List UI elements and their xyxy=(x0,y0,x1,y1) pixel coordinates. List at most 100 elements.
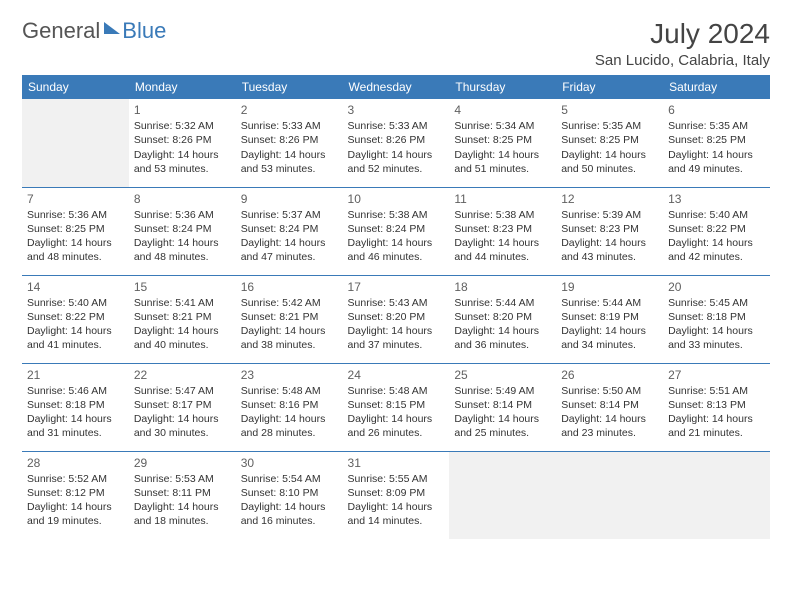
daylight-line: Daylight: 14 hours and 34 minutes. xyxy=(561,324,658,352)
calendar-day-cell: 3Sunrise: 5:33 AMSunset: 8:26 PMDaylight… xyxy=(343,99,450,187)
sunrise-line: Sunrise: 5:51 AM xyxy=(668,384,765,398)
daylight-line: Daylight: 14 hours and 28 minutes. xyxy=(241,412,338,440)
day-number: 18 xyxy=(454,279,551,295)
day-number: 1 xyxy=(134,102,231,118)
daylight-line: Daylight: 14 hours and 38 minutes. xyxy=(241,324,338,352)
day-number: 26 xyxy=(561,367,658,383)
sunrise-line: Sunrise: 5:40 AM xyxy=(668,208,765,222)
daylight-line: Daylight: 14 hours and 31 minutes. xyxy=(27,412,124,440)
calendar-day-cell xyxy=(22,99,129,187)
daylight-line: Daylight: 14 hours and 49 minutes. xyxy=(668,148,765,176)
calendar-day-cell xyxy=(556,451,663,539)
title-block: July 2024 San Lucido, Calabria, Italy xyxy=(595,18,770,69)
daylight-line: Daylight: 14 hours and 14 minutes. xyxy=(348,500,445,528)
logo-text-general: General xyxy=(22,18,100,44)
sunset-line: Sunset: 8:13 PM xyxy=(668,398,765,412)
calendar-day-cell: 13Sunrise: 5:40 AMSunset: 8:22 PMDayligh… xyxy=(663,187,770,275)
calendar-table: SundayMondayTuesdayWednesdayThursdayFrid… xyxy=(22,75,770,539)
weekday-header: Tuesday xyxy=(236,75,343,99)
sunset-line: Sunset: 8:11 PM xyxy=(134,486,231,500)
day-number: 9 xyxy=(241,191,338,207)
calendar-day-cell: 20Sunrise: 5:45 AMSunset: 8:18 PMDayligh… xyxy=(663,275,770,363)
calendar-week-row: 14Sunrise: 5:40 AMSunset: 8:22 PMDayligh… xyxy=(22,275,770,363)
sunrise-line: Sunrise: 5:48 AM xyxy=(241,384,338,398)
daylight-line: Daylight: 14 hours and 50 minutes. xyxy=(561,148,658,176)
sunrise-line: Sunrise: 5:45 AM xyxy=(668,296,765,310)
calendar-week-row: 1Sunrise: 5:32 AMSunset: 8:26 PMDaylight… xyxy=(22,99,770,187)
calendar-day-cell: 22Sunrise: 5:47 AMSunset: 8:17 PMDayligh… xyxy=(129,363,236,451)
calendar-day-cell: 12Sunrise: 5:39 AMSunset: 8:23 PMDayligh… xyxy=(556,187,663,275)
sunrise-line: Sunrise: 5:34 AM xyxy=(454,119,551,133)
daylight-line: Daylight: 14 hours and 44 minutes. xyxy=(454,236,551,264)
day-number: 22 xyxy=(134,367,231,383)
day-number: 7 xyxy=(27,191,124,207)
sunset-line: Sunset: 8:14 PM xyxy=(561,398,658,412)
day-number: 29 xyxy=(134,455,231,471)
day-number: 6 xyxy=(668,102,765,118)
sunrise-line: Sunrise: 5:39 AM xyxy=(561,208,658,222)
logo-text-blue: Blue xyxy=(122,18,166,44)
logo: General Blue xyxy=(22,18,166,44)
weekday-header: Thursday xyxy=(449,75,556,99)
sunrise-line: Sunrise: 5:44 AM xyxy=(454,296,551,310)
day-number: 13 xyxy=(668,191,765,207)
daylight-line: Daylight: 14 hours and 51 minutes. xyxy=(454,148,551,176)
day-number: 2 xyxy=(241,102,338,118)
calendar-day-cell: 19Sunrise: 5:44 AMSunset: 8:19 PMDayligh… xyxy=(556,275,663,363)
sunset-line: Sunset: 8:22 PM xyxy=(27,310,124,324)
daylight-line: Daylight: 14 hours and 18 minutes. xyxy=(134,500,231,528)
day-number: 31 xyxy=(348,455,445,471)
calendar-day-cell: 28Sunrise: 5:52 AMSunset: 8:12 PMDayligh… xyxy=(22,451,129,539)
sunset-line: Sunset: 8:25 PM xyxy=(27,222,124,236)
calendar-header-row: SundayMondayTuesdayWednesdayThursdayFrid… xyxy=(22,75,770,99)
calendar-day-cell: 17Sunrise: 5:43 AMSunset: 8:20 PMDayligh… xyxy=(343,275,450,363)
sunrise-line: Sunrise: 5:36 AM xyxy=(27,208,124,222)
calendar-body: 1Sunrise: 5:32 AMSunset: 8:26 PMDaylight… xyxy=(22,99,770,539)
daylight-line: Daylight: 14 hours and 21 minutes. xyxy=(668,412,765,440)
calendar-day-cell: 15Sunrise: 5:41 AMSunset: 8:21 PMDayligh… xyxy=(129,275,236,363)
day-number: 20 xyxy=(668,279,765,295)
calendar-day-cell: 27Sunrise: 5:51 AMSunset: 8:13 PMDayligh… xyxy=(663,363,770,451)
daylight-line: Daylight: 14 hours and 42 minutes. xyxy=(668,236,765,264)
day-number: 27 xyxy=(668,367,765,383)
sunrise-line: Sunrise: 5:33 AM xyxy=(241,119,338,133)
sunset-line: Sunset: 8:10 PM xyxy=(241,486,338,500)
day-number: 23 xyxy=(241,367,338,383)
sunrise-line: Sunrise: 5:43 AM xyxy=(348,296,445,310)
sunrise-line: Sunrise: 5:55 AM xyxy=(348,472,445,486)
sunrise-line: Sunrise: 5:38 AM xyxy=(348,208,445,222)
day-number: 12 xyxy=(561,191,658,207)
calendar-day-cell: 25Sunrise: 5:49 AMSunset: 8:14 PMDayligh… xyxy=(449,363,556,451)
weekday-header: Saturday xyxy=(663,75,770,99)
daylight-line: Daylight: 14 hours and 25 minutes. xyxy=(454,412,551,440)
daylight-line: Daylight: 14 hours and 33 minutes. xyxy=(668,324,765,352)
sunrise-line: Sunrise: 5:48 AM xyxy=(348,384,445,398)
calendar-day-cell: 6Sunrise: 5:35 AMSunset: 8:25 PMDaylight… xyxy=(663,99,770,187)
daylight-line: Daylight: 14 hours and 41 minutes. xyxy=(27,324,124,352)
sunset-line: Sunset: 8:18 PM xyxy=(27,398,124,412)
sunrise-line: Sunrise: 5:49 AM xyxy=(454,384,551,398)
day-number: 24 xyxy=(348,367,445,383)
day-number: 5 xyxy=(561,102,658,118)
weekday-header: Wednesday xyxy=(343,75,450,99)
daylight-line: Daylight: 14 hours and 52 minutes. xyxy=(348,148,445,176)
sunset-line: Sunset: 8:15 PM xyxy=(348,398,445,412)
weekday-header: Friday xyxy=(556,75,663,99)
sunset-line: Sunset: 8:17 PM xyxy=(134,398,231,412)
sunset-line: Sunset: 8:22 PM xyxy=(668,222,765,236)
daylight-line: Daylight: 14 hours and 48 minutes. xyxy=(134,236,231,264)
weekday-header: Monday xyxy=(129,75,236,99)
sunrise-line: Sunrise: 5:33 AM xyxy=(348,119,445,133)
sunset-line: Sunset: 8:26 PM xyxy=(348,133,445,147)
sunrise-line: Sunrise: 5:41 AM xyxy=(134,296,231,310)
month-title: July 2024 xyxy=(595,18,770,50)
calendar-day-cell: 31Sunrise: 5:55 AMSunset: 8:09 PMDayligh… xyxy=(343,451,450,539)
day-number: 30 xyxy=(241,455,338,471)
sunset-line: Sunset: 8:18 PM xyxy=(668,310,765,324)
sunrise-line: Sunrise: 5:36 AM xyxy=(134,208,231,222)
sunset-line: Sunset: 8:25 PM xyxy=(561,133,658,147)
daylight-line: Daylight: 14 hours and 37 minutes. xyxy=(348,324,445,352)
day-number: 10 xyxy=(348,191,445,207)
sunset-line: Sunset: 8:09 PM xyxy=(348,486,445,500)
day-number: 28 xyxy=(27,455,124,471)
